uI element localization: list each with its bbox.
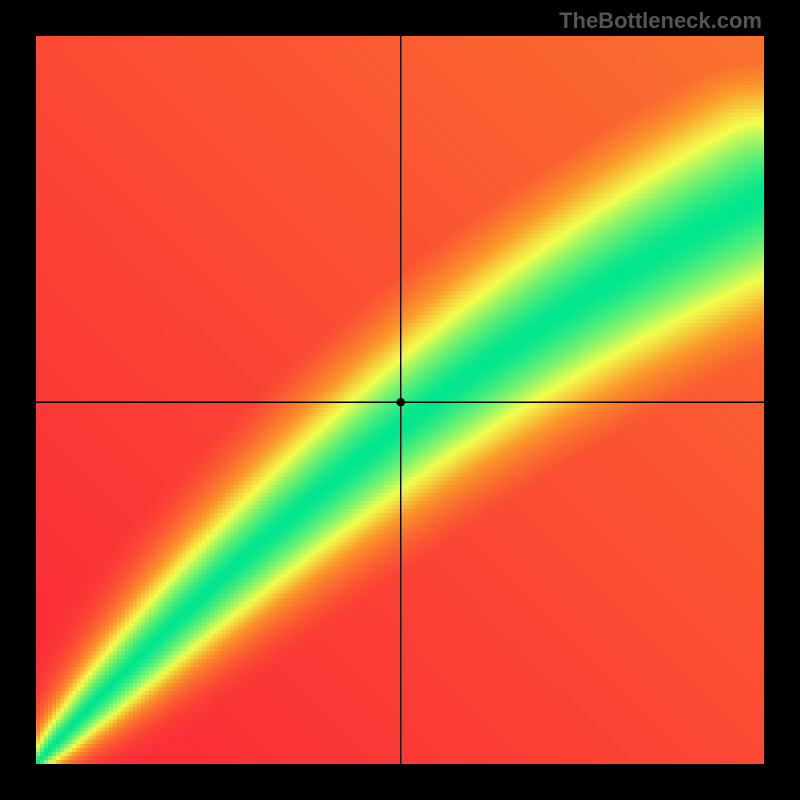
watermark-text: TheBottleneck.com	[559, 8, 762, 34]
chart-stage: TheBottleneck.com	[0, 0, 800, 800]
crosshair-overlay	[0, 0, 800, 800]
